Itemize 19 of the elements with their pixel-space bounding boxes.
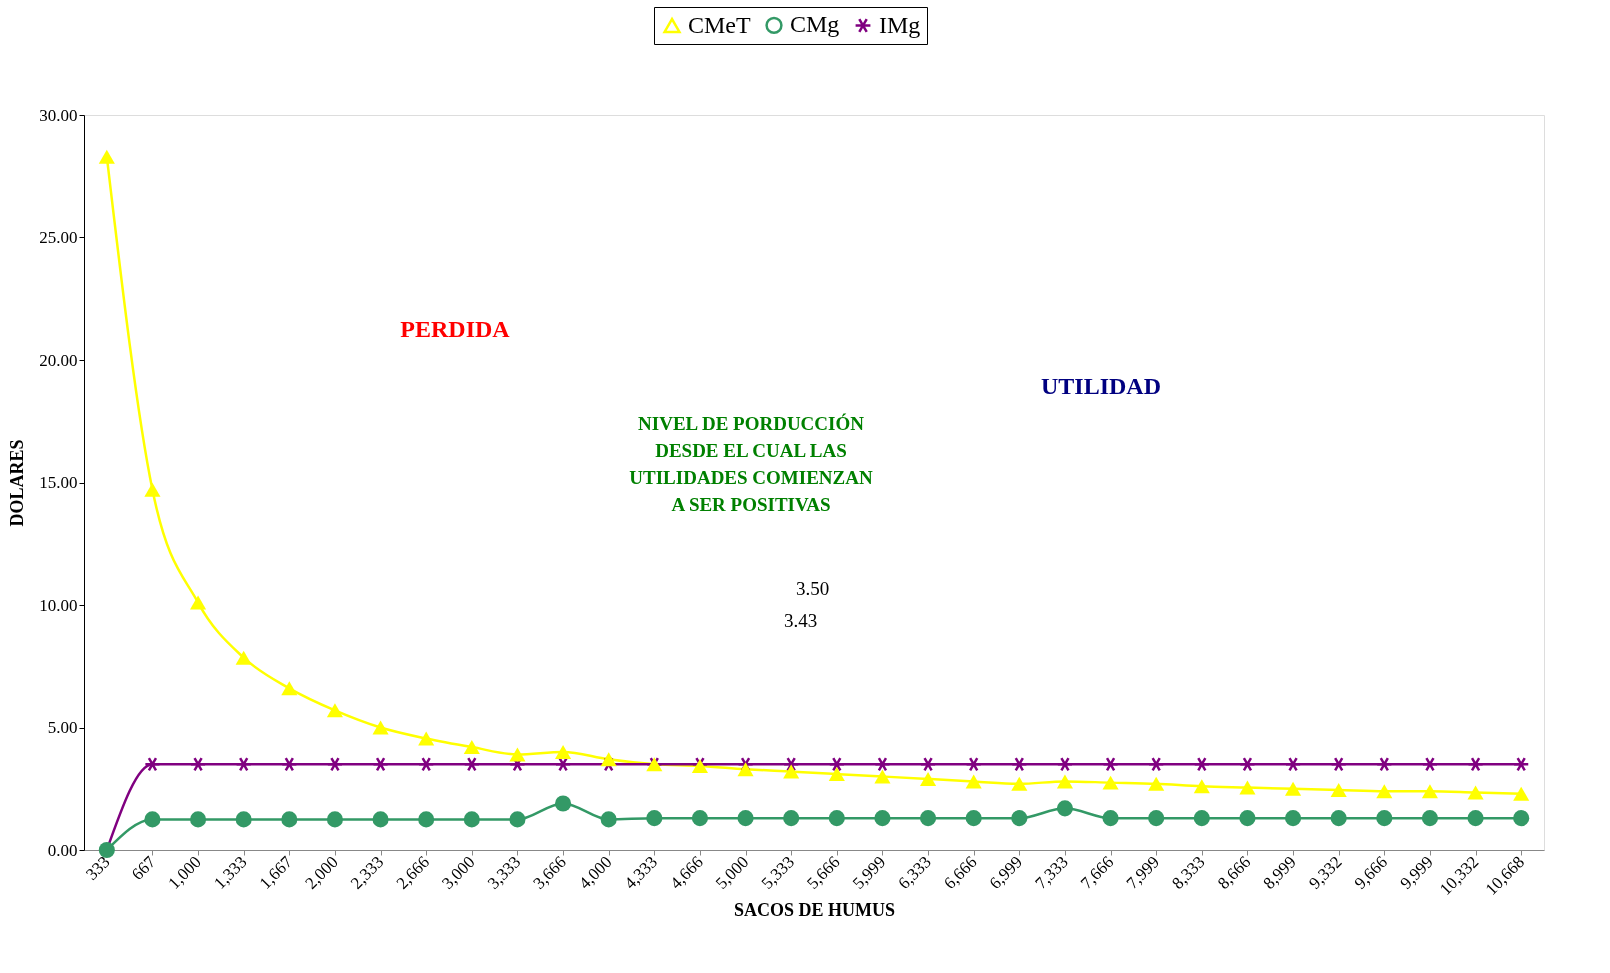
y-tick-label: 25.00 — [39, 228, 78, 247]
y-tick-label: 30.00 — [39, 105, 78, 125]
annotation: 3.43 — [784, 610, 818, 631]
y-tick-label: 15.00 — [39, 473, 78, 492]
x-axis-title: SACOS DE HUMUS — [733, 900, 896, 921]
annotation: NIVEL DE PORDUCCIÓN DESDE EL CUAL LAS UTILIDADES COMIENZAN A SER POSITIVAS — [629, 413, 873, 515]
y-tick-label: 10.00 — [39, 595, 78, 615]
legend-label: IMg — [879, 11, 921, 38]
y-tick-label: 20.00 — [39, 350, 78, 370]
x-tick-label: 667 — [127, 852, 160, 884]
annotation: PERDIDA — [400, 316, 511, 342]
annotation: UTILIDAD — [1040, 373, 1162, 399]
y-axis-title: DOLARES — [7, 439, 28, 527]
legend-label: CMg — [790, 11, 840, 38]
legend-label: CMeT — [688, 11, 751, 38]
x-tick-label: 333 — [82, 852, 114, 884]
y-tick-label: 0.00 — [47, 840, 78, 860]
annotation: 3.50 — [796, 578, 830, 599]
y-tick-label: 5.00 — [47, 718, 78, 737]
